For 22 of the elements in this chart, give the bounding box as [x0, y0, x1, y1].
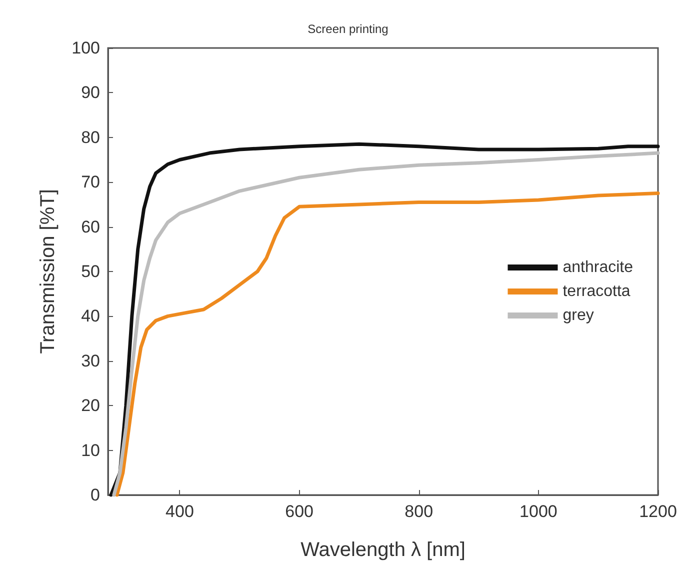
chart-title: Screen printing: [308, 22, 388, 36]
x-tick-label: 1200: [639, 502, 677, 521]
y-tick-label: 40: [81, 306, 100, 326]
y-tick-label: 70: [81, 172, 100, 192]
x-tick-label: 400: [166, 502, 194, 521]
y-tick-label: 30: [81, 351, 100, 370]
x-axis-title: Wavelength λ [nm]: [300, 539, 466, 561]
y-tick-label: 100: [72, 38, 100, 58]
y-tick-label: 60: [81, 217, 100, 236]
y-tick-label: 10: [81, 440, 100, 460]
y-tick-label: 50: [81, 262, 100, 281]
x-tick-label: 800: [404, 502, 434, 521]
y-axis-title: Transmission [%T]: [37, 189, 59, 354]
legend-label: grey: [562, 307, 594, 324]
y-tick-label: 90: [81, 83, 100, 102]
x-tick-label: 600: [285, 502, 314, 521]
y-tick-label: 80: [81, 128, 100, 147]
legend-label: terracotta: [562, 283, 630, 300]
y-tick-label: 20: [81, 396, 100, 416]
x-tick-label: 1000: [520, 502, 558, 521]
legend-label: anthracite: [562, 259, 634, 276]
y-tick-label: 0: [90, 486, 100, 504]
